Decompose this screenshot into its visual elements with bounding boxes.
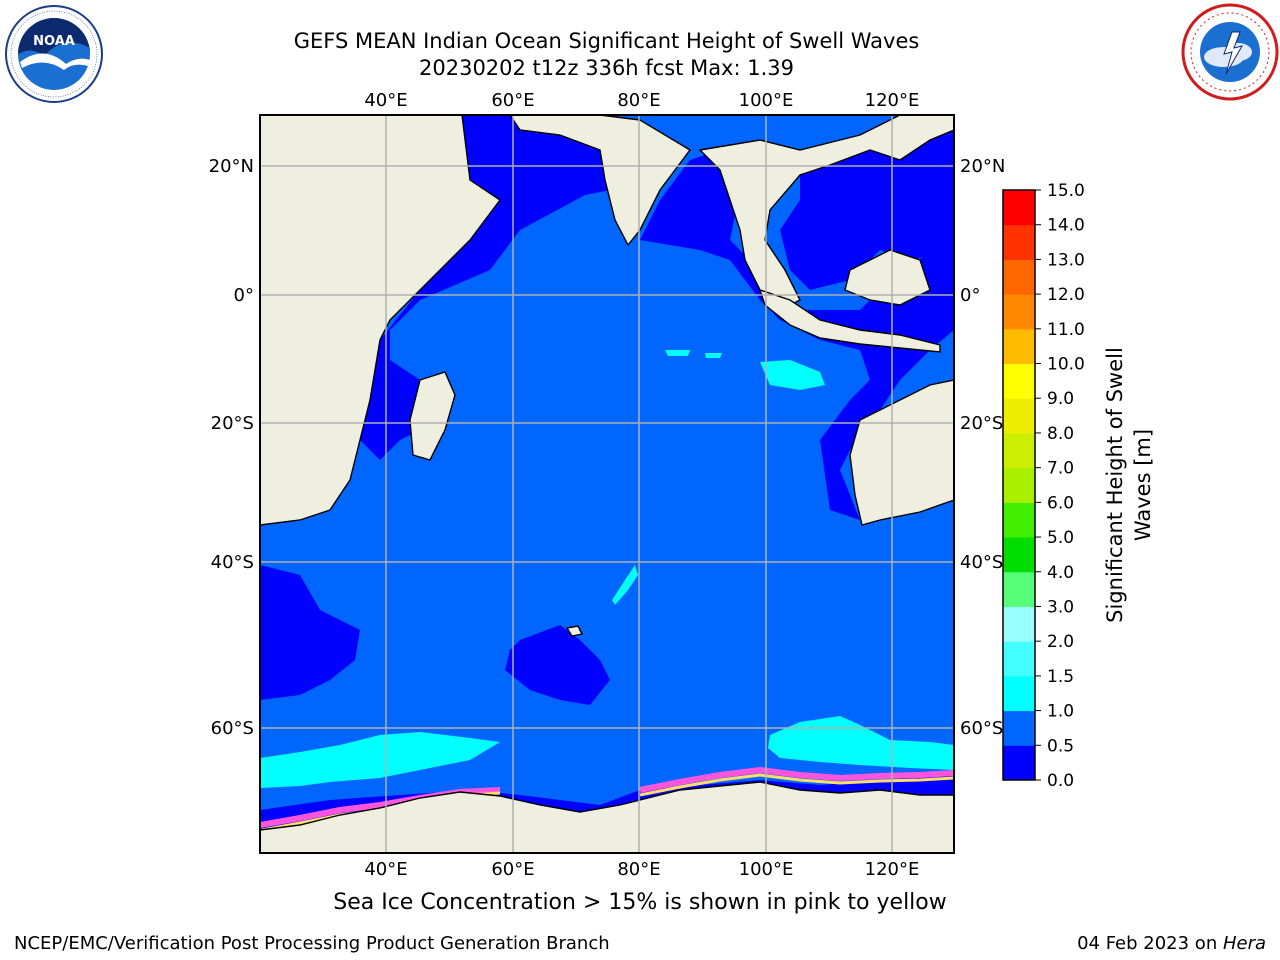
footer-date: 04 Feb 2023 on Hera	[1077, 933, 1266, 954]
lon-label-60e-bottom: 60°E	[491, 859, 534, 880]
lon-label-100e-top: 100°E	[739, 90, 794, 111]
map-title: GEFS MEAN Indian Ocean Significant Heigh…	[293, 29, 920, 53]
lon-labels-bottom: 40°E 60°E 80°E 100°E 120°E	[364, 859, 919, 880]
lon-label-120e-top: 120°E	[865, 90, 920, 111]
colorbar-segment	[1003, 675, 1035, 712]
lat-label-60s-left: 60°S	[211, 718, 254, 739]
colorbar-tick-label: 12.0	[1047, 285, 1085, 305]
low-swell-bay-of-bengal	[640, 150, 954, 520]
colorbar-segment	[1003, 606, 1035, 642]
land-southeast-asia	[698, 115, 954, 311]
lat-label-40s-left: 40°S	[211, 552, 254, 573]
footer-date-text: 04 Feb 2023 on	[1077, 933, 1223, 954]
land-india	[509, 115, 692, 247]
land-madagascar	[409, 371, 456, 461]
lat-label-40s-right: 40°S	[960, 552, 1003, 573]
lat-labels-left: 20°N 0° 20°S 40°S 60°S	[209, 156, 254, 739]
colorbar-segment	[1003, 224, 1035, 260]
sea-ice-fringe-east	[639, 766, 954, 793]
colorbar-tick-label: 9.0	[1047, 389, 1074, 409]
land-masses	[260, 115, 954, 853]
colorbar-tick-label: 1.0	[1047, 702, 1074, 722]
map-frame	[259, 114, 955, 854]
lat-label-60s-right: 60°S	[960, 718, 1003, 739]
colorbar-segment	[1003, 294, 1035, 330]
colorbar-segment	[1003, 363, 1035, 399]
lat-label-20s-left: 20°S	[211, 413, 254, 434]
lat-label-0-right: 0°	[960, 285, 980, 306]
lat-label-20s-right: 20°S	[960, 413, 1003, 434]
high-swell-speckle	[665, 350, 722, 358]
lon-label-120e-bottom: 120°E	[865, 859, 920, 880]
land-sumatra-java	[758, 288, 941, 353]
colorbar-segment	[1003, 745, 1035, 781]
colorbar-segment	[1003, 432, 1035, 469]
land-borneo	[844, 249, 931, 306]
colorbar-tick-label: 8.0	[1047, 424, 1074, 444]
colorbar-tick-label: 6.0	[1047, 493, 1074, 513]
colorbar-frame	[1002, 189, 1036, 781]
lat-label-0-left: 0°	[234, 285, 254, 306]
lat-label-20n-left: 20°N	[209, 156, 254, 177]
map-plot-area	[260, 115, 954, 853]
colorbar-tick-label: 10.0	[1047, 355, 1085, 375]
colorbar-segment	[1003, 502, 1035, 538]
colorbar-segment	[1003, 571, 1035, 607]
colorbar-segment	[1003, 398, 1035, 434]
high-swell-patch-central	[612, 565, 638, 605]
lon-label-60e-top: 60°E	[491, 90, 534, 111]
low-swell-arabian-sea	[360, 115, 610, 460]
high-swell-patch-east	[760, 360, 825, 390]
colorbar-tick-label: 3.0	[1047, 597, 1074, 617]
colorbar-tick-label: 2.0	[1047, 632, 1074, 652]
map-subtitle: 20230202 t12z 336h fcst Max: 1.39	[419, 56, 794, 80]
sea-ice-note: Sea Ice Concentration > 15% is shown in …	[333, 890, 947, 915]
nws-logo-icon	[1181, 3, 1279, 101]
colorbar-tick-label: 5.0	[1047, 528, 1074, 548]
grid-lines	[260, 115, 954, 853]
lat-labels-right: 20°N 0° 20°S 40°S 60°S	[960, 156, 1005, 739]
noaa-logo-icon: NOAA	[5, 5, 103, 103]
colorbar-segment	[1003, 537, 1035, 573]
lat-label-20n-right: 20°N	[960, 156, 1005, 177]
colorbar-tick-label: 0.0	[1047, 771, 1074, 791]
lon-labels-top: 40°E 60°E 80°E 100°E 120°E	[364, 90, 919, 111]
low-swell-southwest	[260, 565, 360, 700]
high-swell-band-southeast	[768, 716, 954, 770]
low-swell-kerguelen	[505, 625, 610, 705]
land-kerguelen	[565, 625, 584, 637]
lon-label-80e-bottom: 80°E	[617, 859, 660, 880]
lon-label-40e-top: 40°E	[364, 90, 407, 111]
land-australia	[849, 379, 954, 526]
colorbar-segment	[1003, 190, 1035, 226]
colorbar-tick-label: 0.5	[1047, 736, 1074, 756]
colorbar-label-line1: Significant Height of Swell	[1103, 347, 1127, 623]
colorbar-tick-label: 1.5	[1047, 667, 1074, 687]
colorbar-tick-label: 15.0	[1047, 181, 1085, 201]
high-swell-band-southwest	[260, 732, 500, 788]
sea-ice-fringe-east-inner	[639, 773, 954, 797]
colorbar-tick-label: 7.0	[1047, 459, 1074, 479]
noaa-logo-text: NOAA	[33, 34, 75, 49]
lon-label-80e-top: 80°E	[617, 90, 660, 111]
colorbar-segment	[1003, 641, 1035, 677]
colorbar-segment	[1003, 328, 1035, 365]
footer-machine: Hera	[1222, 933, 1266, 954]
colorbar-tick-label: 4.0	[1047, 563, 1074, 583]
colorbar-segment	[1003, 259, 1035, 295]
land-antarctica	[260, 781, 954, 853]
lon-label-40e-bottom: 40°E	[364, 859, 407, 880]
footer-credit: NCEP/EMC/Verification Post Processing Pr…	[14, 933, 610, 954]
colorbar-segment	[1003, 710, 1035, 746]
colorbar-ticks: 0.0 0.5 1.0 1.5 2.0 3.0 4.0 5.0 6.0 7.0 8.0 9.0 10.0…	[1035, 181, 1085, 791]
colorbar-label-line2: Waves [m]	[1131, 429, 1155, 541]
colorbar-segment	[1003, 467, 1035, 503]
lon-label-100e-bottom: 100°E	[739, 859, 794, 880]
colorbar-tick-label: 13.0	[1047, 250, 1085, 270]
colorbar	[1002, 189, 1036, 781]
colorbar-tick-label: 11.0	[1047, 320, 1085, 340]
colorbar-tick-label: 14.0	[1047, 216, 1085, 236]
